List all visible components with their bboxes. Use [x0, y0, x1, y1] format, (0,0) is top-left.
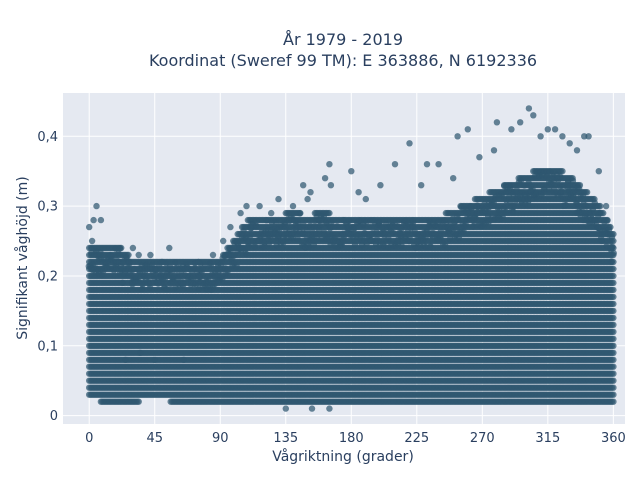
data-point: [326, 210, 332, 216]
chart-title-line-1: År 1979 - 2019: [283, 30, 403, 49]
chart-title-line-2: Koordinat (Sweref 99 TM): E 363886, N 61…: [149, 51, 537, 70]
data-point: [118, 245, 124, 251]
data-point: [136, 399, 142, 405]
data-point: [125, 252, 131, 258]
data-point: [297, 210, 303, 216]
